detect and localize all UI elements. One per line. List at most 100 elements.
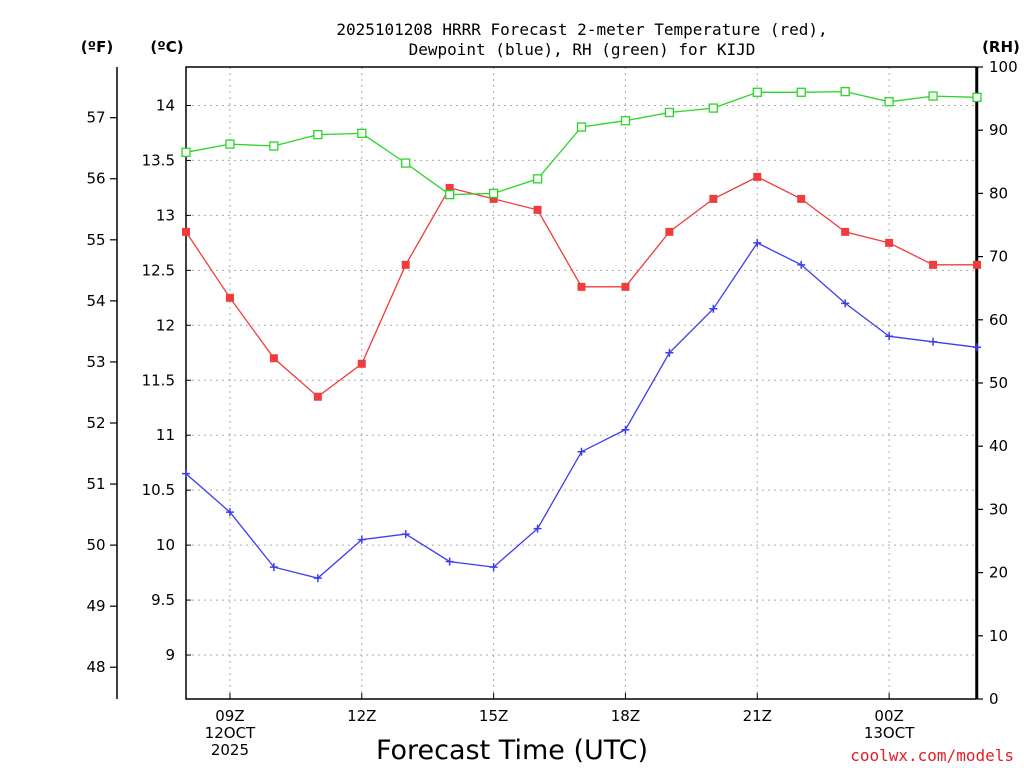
dewpoint-point: [533, 524, 542, 533]
dewpoint-point: [313, 574, 322, 583]
x-tick-label: 00Z: [874, 707, 903, 725]
dewpoint-point: [357, 535, 366, 544]
x-tick-label: 09Z: [215, 707, 244, 725]
rh-point: [708, 103, 718, 113]
temperature-point: [753, 172, 762, 181]
temperature-point: [401, 260, 410, 269]
rh-tick-label: 100: [989, 58, 1018, 76]
rh-point: [928, 91, 938, 101]
dewpoint-point: [929, 337, 938, 346]
temperature-point: [182, 227, 190, 236]
rh-tick-label: 80: [989, 184, 1008, 202]
dewpoint-point: [753, 238, 762, 247]
dewpoint-point: [401, 530, 410, 539]
rh-point: [269, 141, 279, 151]
rh-point: [972, 92, 982, 102]
dewpoint-point: [225, 508, 234, 517]
rh-tick-label: 50: [989, 374, 1008, 392]
dewpoint-point: [973, 343, 981, 352]
rh-point: [884, 97, 894, 107]
temperature-point: [973, 260, 981, 269]
rh-tick-label: 90: [989, 121, 1008, 139]
rh-point: [620, 116, 631, 126]
fahrenheit-tick-label: 56: [86, 170, 105, 188]
x-tick-label: 12OCT: [205, 724, 256, 742]
fahrenheit-tick-label: 52: [86, 414, 105, 432]
temperature-point: [313, 392, 322, 401]
fahrenheit-tick-label: 49: [86, 597, 105, 615]
celsius-tick-label: 9.5: [151, 591, 175, 609]
rh-tick-label: 40: [989, 437, 1008, 455]
temperature-point: [709, 194, 718, 203]
fahrenheit-tick-label: 51: [86, 475, 105, 493]
celsius-tick-label: 11: [156, 426, 175, 444]
credit-text: coolwx.com/models: [850, 746, 1014, 765]
rh-line: [185, 90, 978, 196]
plot-frame: [185, 66, 977, 700]
rh-point: [225, 139, 235, 149]
rh-point: [532, 174, 543, 184]
temperature-point: [225, 293, 234, 302]
rh-point: [664, 107, 675, 118]
celsius-tick-label: 13: [156, 206, 175, 224]
temperature-point: [533, 205, 542, 214]
celsius-tick-label: 12.5: [142, 261, 175, 279]
fahrenheit-tick-label: 57: [86, 109, 105, 127]
fahrenheit-tick-label: 50: [86, 536, 105, 554]
x-tick-label: 21Z: [743, 707, 772, 725]
celsius-tick-label: 10: [156, 536, 175, 554]
dewpoint-point: [885, 332, 894, 341]
dewpoint-point: [841, 299, 850, 308]
dewpoint-point: [665, 348, 674, 357]
dewpoint-point: [182, 469, 190, 478]
temperature-point: [841, 227, 850, 236]
rh-tick-label: 30: [989, 500, 1008, 518]
temperature-point: [269, 354, 278, 363]
dewpoint-point: [621, 425, 630, 434]
chart-title-line-1: 2025101208 HRRR Forecast 2-meter Tempera…: [336, 20, 827, 39]
x-tick-label: 2025: [211, 741, 249, 759]
x-axis-label: Forecast Time (UTC): [376, 735, 648, 766]
x-tick-label: 18Z: [611, 707, 640, 725]
celsius-tick-label: 9: [165, 646, 175, 664]
rh-point: [181, 147, 191, 157]
temperature-point: [489, 194, 498, 203]
dewpoint-line: [185, 242, 978, 579]
temperature-point: [885, 238, 894, 247]
dewpoint-point: [445, 557, 454, 566]
temperature-point: [357, 359, 366, 368]
dewpoint-point: [797, 260, 806, 269]
fahrenheit-tick-label: 54: [86, 292, 105, 310]
fahrenheit-tick-label: 53: [86, 353, 105, 371]
axes: 99.51010.51111.51212.51313.51409Z12OCT20…: [86, 58, 1017, 759]
chart-title-line-2: Dewpoint (blue), RH (green) for KIJD: [409, 40, 756, 59]
rh-point: [752, 87, 762, 97]
grid: [186, 67, 977, 699]
fahrenheit-tick-label: 48: [86, 658, 105, 676]
dewpoint-point: [709, 304, 718, 313]
rh-tick-label: 20: [989, 564, 1008, 582]
rh-point: [840, 86, 850, 97]
rh-tick-label: 70: [989, 248, 1008, 266]
series: [181, 86, 982, 583]
rh-point: [488, 188, 499, 199]
temperature-point: [929, 260, 938, 269]
rh-point: [796, 87, 806, 97]
dewpoint-point: [489, 563, 498, 572]
rh-point: [401, 158, 411, 168]
rh-tick-label: 0: [989, 690, 999, 708]
rh-point: [313, 129, 323, 140]
fahrenheit-unit-label: (ºF): [81, 38, 113, 56]
celsius-tick-label: 14: [156, 96, 175, 114]
rh-tick-label: 60: [989, 311, 1008, 329]
dewpoint-point: [269, 563, 278, 572]
rh-point: [357, 128, 367, 139]
x-tick-label: 15Z: [479, 707, 508, 725]
rh-unit-label: (RH): [982, 38, 1020, 56]
fahrenheit-tick-label: 55: [86, 231, 105, 249]
temperature-point: [577, 282, 586, 291]
x-tick-label: 13OCT: [864, 724, 915, 742]
celsius-unit-label: (ºC): [150, 38, 183, 56]
temperature-point: [621, 282, 630, 291]
